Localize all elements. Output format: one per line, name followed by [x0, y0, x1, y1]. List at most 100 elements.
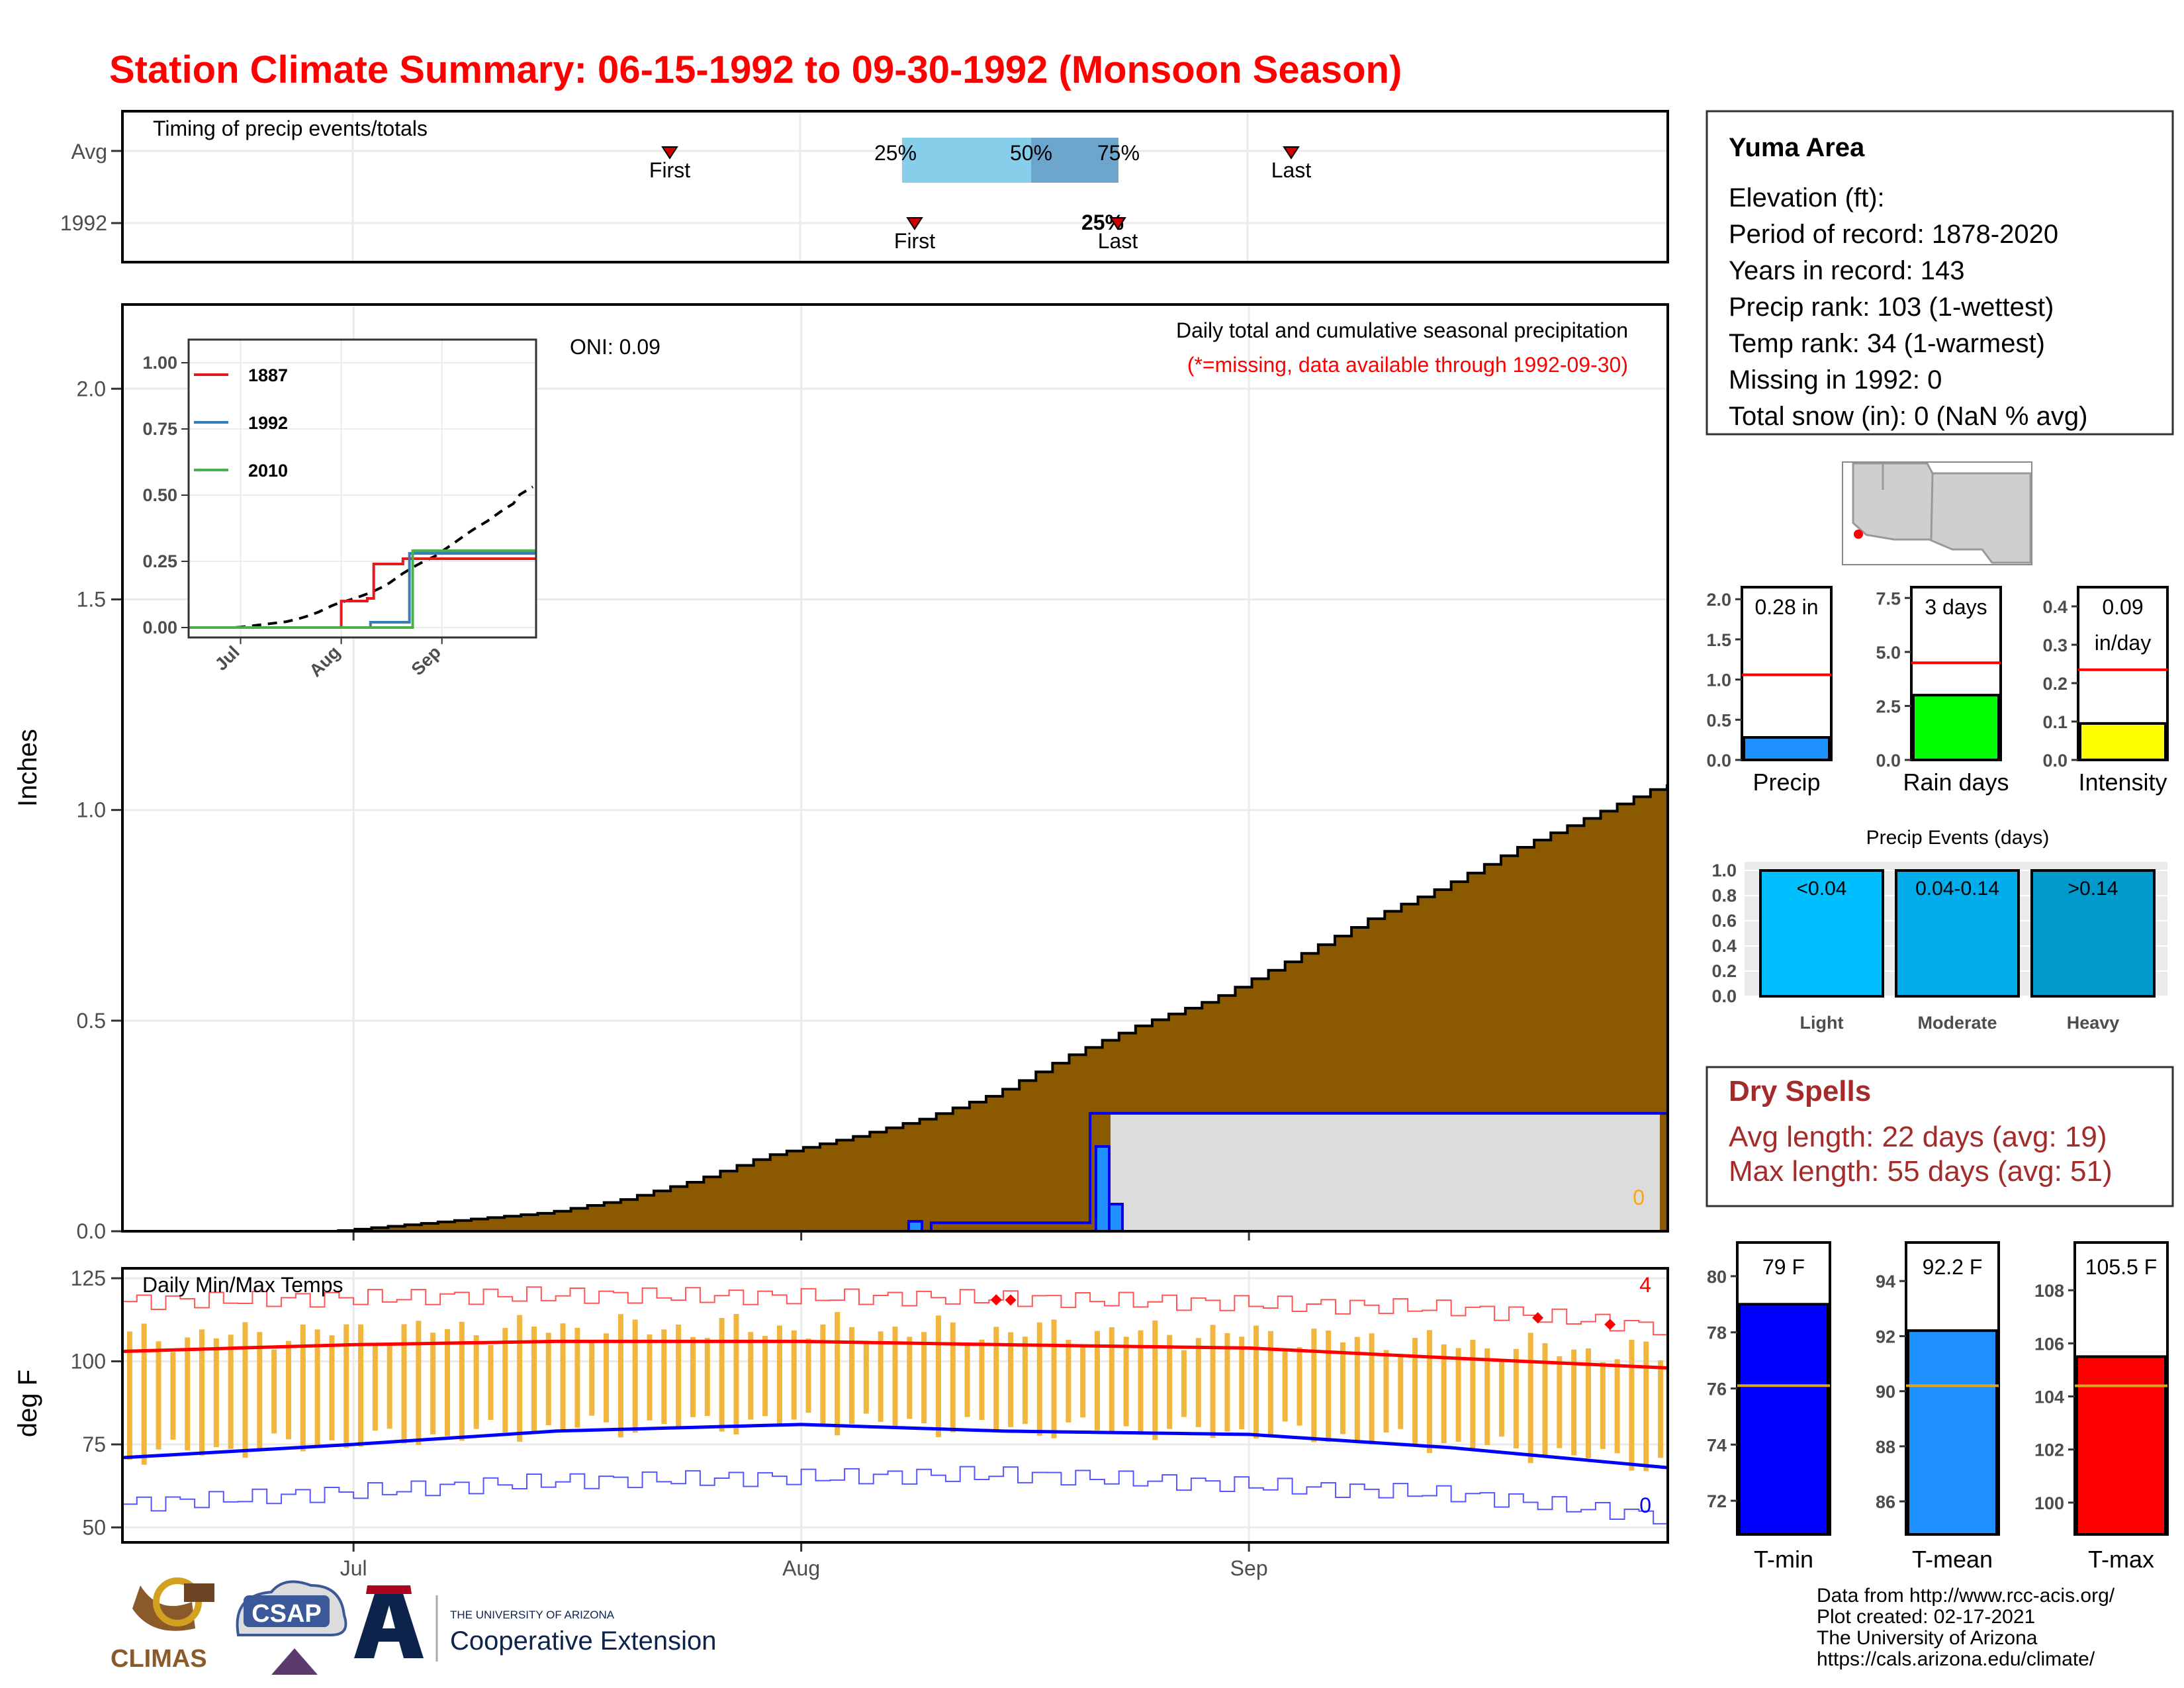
station-line-snow: Total snow (in): 0 (NaN % avg): [1729, 402, 2087, 431]
temp-daily-bar: [1297, 1347, 1302, 1426]
inset-y-tick-label: 0.25: [142, 551, 177, 571]
temp-daily-bar: [1369, 1333, 1375, 1444]
temp-daily-bar: [445, 1329, 451, 1436]
csap-mountain: [271, 1648, 318, 1675]
climas-logo-block: [184, 1583, 214, 1602]
events-bar: [1759, 869, 1884, 998]
csap-badge: [244, 1595, 330, 1627]
record-high-marker: [1005, 1294, 1017, 1306]
temps-count-bottom: 0: [1639, 1493, 1651, 1517]
mini-bar-label: Rain days: [1903, 769, 2009, 796]
temp-daily-bar: [1557, 1356, 1563, 1448]
precip-header: Daily total and cumulative seasonal prec…: [1176, 318, 1628, 342]
avg-max-line: [122, 1339, 1668, 1370]
precip-y-tick-label: 1.0: [77, 798, 106, 822]
events-bar-label: Light: [1800, 1013, 1844, 1033]
temp-daily-bar: [1267, 1331, 1273, 1436]
temp-daily-bar: [1022, 1336, 1028, 1425]
temp-summary-y-tick-label: 106: [2034, 1334, 2064, 1354]
inset-y-tick-label: 1.00: [142, 353, 177, 373]
events-y-tick-label: 0.0: [1711, 986, 1737, 1006]
temp-daily-bar: [1614, 1359, 1620, 1454]
timing-1992-last-marker: [1109, 217, 1126, 230]
footer-line-created: Plot created: 02-17-2021: [1817, 1606, 2035, 1628]
temp-daily-bar: [1239, 1336, 1245, 1430]
station-frame: [1706, 110, 2174, 436]
temp-daily-bar: [1398, 1356, 1404, 1429]
station-name: Yuma Area: [1729, 133, 1865, 162]
temp-daily-bar: [1484, 1348, 1490, 1446]
mini-bar-y-tick-label: 1.5: [1706, 630, 1731, 650]
temp-daily-bar: [271, 1349, 277, 1434]
dry-spells-avg: Avg length: 22 days (avg: 19): [1729, 1121, 2107, 1153]
inset-y-tick-label: 0.75: [142, 419, 177, 439]
timing-q50-q75-box: [1031, 138, 1118, 183]
ua-logo: THE UNIVERSITY OF ARIZONA Cooperative Ex…: [354, 1585, 716, 1662]
precip-y-tick-label: 0.0: [77, 1219, 106, 1243]
temp-daily-bar: [1123, 1336, 1129, 1427]
temp-daily-bar: [1311, 1329, 1317, 1442]
temp-daily-bar: [1499, 1361, 1505, 1437]
temp-daily-bar: [791, 1330, 797, 1420]
temp-daily-bar: [473, 1335, 479, 1429]
precip-y-axis: 0.0 0.5 1.0 1.5 2.0: [77, 377, 1250, 1243]
temps-y-tick-label: 75: [82, 1432, 106, 1456]
mini-bar-y-tick-label: 1.0: [1706, 671, 1731, 690]
temp-summary-value-label: 92.2 F: [1923, 1255, 1983, 1279]
temp-summary-value-label: 79 F: [1762, 1255, 1805, 1279]
temp-daily-bar: [1224, 1333, 1230, 1432]
temps-title: Daily Min/Max Temps: [142, 1273, 343, 1297]
temps-count-top: 4: [1639, 1273, 1651, 1297]
events-title: Precip Events (days): [1866, 827, 2050, 849]
inset-background: [189, 340, 536, 637]
inset-y-tick-label: 0.50: [142, 485, 177, 505]
temp-daily-bar: [1527, 1333, 1533, 1464]
temp-daily-bar: [676, 1324, 682, 1428]
mini-bar-label: Intensity: [2078, 769, 2167, 796]
temp-daily-bar: [661, 1329, 667, 1425]
temp-summary-y-tick-label: 92: [1876, 1327, 1895, 1346]
timing-q25-q50-box: [902, 138, 1031, 183]
temp-daily-bar: [762, 1336, 768, 1417]
mini-bar-label: Precip: [1752, 769, 1820, 796]
temp-daily-bar: [156, 1341, 161, 1450]
season-summary-bars: 0.0 0.5 1.0 1.5 2.0 0.28 in Precip 0.0 2.5 5.0 7.5…: [1706, 586, 2169, 796]
temp-summary-y-tick-label: 100: [2034, 1493, 2064, 1513]
daily-precip-bar-2: [1095, 1145, 1111, 1233]
temp-daily-bar: [459, 1321, 465, 1441]
daily-precip-bar-1: [907, 1220, 923, 1233]
inset-x-tick-label: Jul: [211, 642, 244, 675]
temps-frame: [121, 1267, 1669, 1544]
temp-daily-bar: [1181, 1350, 1187, 1417]
temp-daily-bar: [488, 1344, 494, 1421]
timing-avg-last-marker: [1283, 146, 1300, 160]
record-high-marker: [1604, 1319, 1616, 1331]
temp-daily-bar: [1629, 1339, 1635, 1471]
temp-daily-bar: [170, 1352, 176, 1440]
temp-daily-bar: [1643, 1341, 1649, 1472]
events-y-tick-label: 0.2: [1711, 961, 1737, 981]
temp-daily-bar: [1036, 1322, 1042, 1436]
timing-avg-first-marker: [661, 146, 678, 160]
temp-daily-bar: [820, 1324, 826, 1425]
temp-summary-value: [2075, 1355, 2167, 1536]
temp-daily-bar: [921, 1332, 927, 1424]
station-line-period: Period of record: 1878-2020: [1729, 220, 2058, 249]
temp-daily-bar: [935, 1315, 941, 1438]
temp-daily-bar: [1109, 1327, 1115, 1434]
temp-daily-bar: [213, 1338, 219, 1448]
temp-daily-bar: [835, 1312, 841, 1436]
dry-spells-box: Dry Spells Avg length: 22 days (avg: 19)…: [1706, 1066, 2174, 1207]
temp-daily-bar: [1152, 1320, 1158, 1440]
temp-daily-bar: [257, 1332, 263, 1449]
mini-bar-y-tick-label: 0.0: [1706, 751, 1731, 771]
temp-daily-bar: [863, 1340, 869, 1414]
events-bar: [2030, 869, 2156, 998]
temp-daily-bar: [805, 1338, 811, 1413]
temp-daily-bar: [704, 1338, 710, 1417]
timing-q50-label: 50%: [1010, 141, 1052, 165]
temp-daily-bar: [1080, 1346, 1086, 1418]
temps-y-label: deg F: [13, 1370, 42, 1437]
temp-daily-bar: [878, 1331, 884, 1422]
